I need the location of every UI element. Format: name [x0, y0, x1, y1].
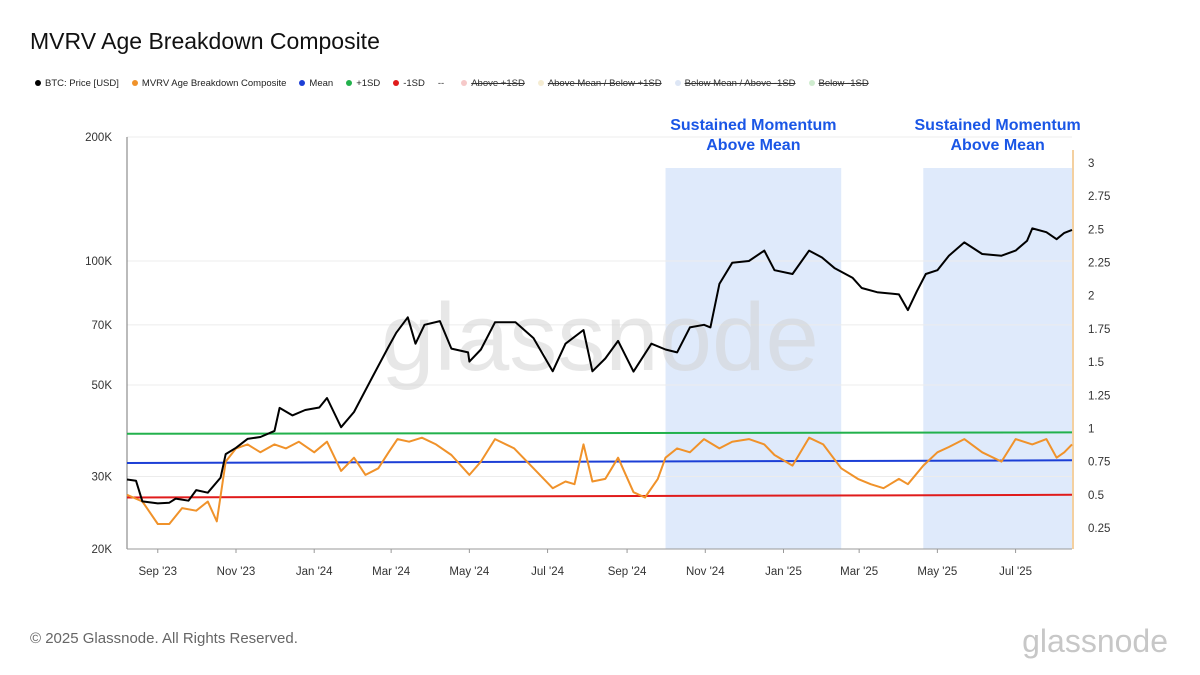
highlight-band — [665, 168, 842, 549]
x-tick-label: Jul '24 — [531, 566, 564, 578]
legend-label: Below Mean / Above -1SD — [684, 77, 796, 89]
right-tick-label: 2.25 — [1088, 258, 1110, 270]
watermark: glassnode — [381, 284, 819, 391]
x-tick-label: Jan '24 — [296, 566, 333, 578]
legend-label: +1SD — [356, 77, 381, 89]
legend-dot-icon — [131, 80, 138, 86]
right-tick-label: 0.75 — [1088, 457, 1110, 469]
right-tick-label: 2 — [1088, 291, 1094, 303]
x-tick-label: Sep '24 — [608, 566, 647, 578]
x-tick-label: Jul '25 — [999, 566, 1032, 578]
right-tick-label: 1.75 — [1088, 324, 1110, 336]
legend-dot-icon — [346, 80, 353, 86]
left-tick-label: 20K — [92, 544, 113, 556]
annotations: Sustained Momentum Above Mean Sustained Mo… — [670, 117, 1080, 154]
chart-legend: BTC: Price [USD] MVRV Age Breakdown Compo… — [35, 76, 882, 90]
legend-dot-icon — [461, 80, 468, 86]
right-tick-label: 2.5 — [1088, 224, 1104, 236]
legend-dot-icon — [537, 80, 544, 86]
right-tick-label: 1.25 — [1088, 390, 1110, 402]
series-line--1sd — [126, 431, 1073, 435]
left-tick-label: 100K — [85, 256, 112, 268]
x-tick-label: Sep '23 — [138, 566, 177, 578]
chart-title: MVRV Age Breakdown Composite — [30, 28, 380, 54]
x-tick-label: May '24 — [449, 566, 490, 578]
right-tick-label: 0.5 — [1088, 490, 1104, 502]
left-tick-label: 30K — [92, 471, 113, 483]
legend-item[interactable]: Mean — [299, 78, 333, 89]
highlight-bands — [665, 168, 1072, 549]
legend-item[interactable]: Above Mean / Below +1SD — [537, 77, 662, 89]
legend-item[interactable]: -- — [438, 78, 448, 89]
legend-item[interactable]: MVRV Age Breakdown Composite — [131, 77, 287, 89]
legend-label: Above Mean / Below +1SD — [547, 77, 662, 89]
annotation-label: Above Mean — [706, 137, 800, 154]
x-axis-ticks: Sep '23 Nov '23 Jan '24 Mar '24 May '24 Jul '… — [138, 549, 1032, 578]
series-line-mvrv-age-breakdown-composite — [126, 436, 1073, 525]
annotation-label: Sustained Momentum — [915, 117, 1081, 134]
annotation-label: Sustained Momentum — [670, 117, 836, 134]
x-tick-label: Nov '24 — [686, 566, 725, 578]
legend-item[interactable]: Above +1SD — [461, 78, 525, 89]
legend-dot-icon — [35, 80, 41, 86]
right-tick-label: 1.5 — [1088, 357, 1104, 369]
legend-label: -1SD — [403, 77, 425, 89]
x-tick-label: Mar '25 — [840, 566, 878, 578]
legend-item[interactable]: +1SD — [346, 78, 380, 89]
legend-dot-icon — [808, 80, 815, 86]
right-tick-label: 0.25 — [1088, 523, 1110, 535]
right-axis-ticks: 0.25 0.5 0.75 1 1.25 1.5 1.75 2 2.25 2.5 2.75 3 — [1088, 158, 1110, 535]
left-tick-label: 70K — [92, 320, 113, 332]
x-tick-label: Jan '25 — [765, 566, 802, 578]
x-tick-label: Nov '23 — [217, 566, 256, 578]
legend-item[interactable]: -1SD — [393, 78, 425, 89]
legend-label: BTC: Price [USD] — [45, 77, 119, 89]
legend-item[interactable]: Below -1SD — [808, 77, 869, 89]
right-tick-label: 2.75 — [1088, 191, 1110, 203]
legend-dash-icon: -- — [437, 77, 445, 89]
legend-dot-icon — [393, 80, 400, 86]
legend-item[interactable]: BTC: Price [USD] — [35, 78, 119, 89]
left-axis-ticks: 20K 30K 50K 70K 100K 200K — [85, 132, 112, 556]
right-tick-label: 3 — [1088, 158, 1094, 170]
legend-label: Mean — [309, 77, 334, 89]
legend-label: Below -1SD — [818, 77, 869, 89]
series-lines — [126, 227, 1073, 525]
legend-dot-icon — [674, 80, 681, 86]
left-tick-label: 200K — [85, 132, 112, 144]
series-line-btc-price-usd- — [126, 227, 1073, 505]
copyright-footer: © 2025 Glassnode. All Rights Reserved. — [30, 630, 298, 647]
highlight-band — [923, 168, 1072, 549]
legend-item[interactable]: Below Mean / Above -1SD — [674, 77, 796, 89]
legend-dot-icon — [299, 80, 306, 86]
series-line--1sd — [126, 493, 1073, 499]
series-line-mean — [126, 459, 1073, 464]
legend-label: Above +1SD — [471, 77, 525, 89]
annotation-label: Above Mean — [951, 137, 1045, 154]
legend-label: MVRV Age Breakdown Composite — [141, 77, 287, 89]
x-tick-label: Mar '24 — [372, 566, 411, 578]
footer-logo: glassnode — [1022, 623, 1168, 659]
x-tick-label: May '25 — [917, 566, 957, 578]
right-tick-label: 1 — [1088, 423, 1094, 435]
left-tick-label: 50K — [92, 380, 113, 392]
